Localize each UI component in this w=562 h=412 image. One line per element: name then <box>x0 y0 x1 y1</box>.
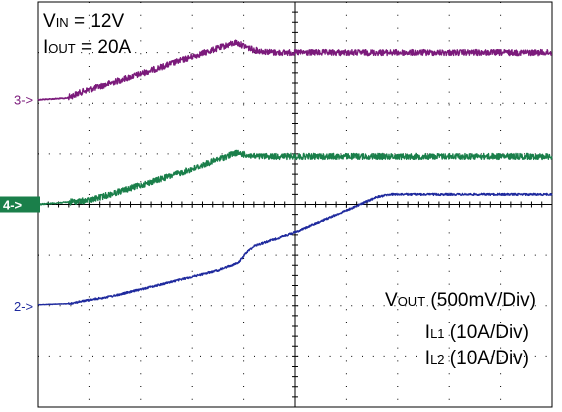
channel-marker-bg <box>0 196 40 213</box>
traces <box>37 39 553 306</box>
channel-markers: 3-> 4-> 2-> <box>0 93 40 314</box>
vin-annotation: VIN = 12V <box>43 11 125 32</box>
il1-scale-label: IL1 (10A/Div) <box>424 322 529 343</box>
channel-marker-label: 2-> <box>14 299 33 314</box>
channel-marker-label: 3-> <box>14 93 33 108</box>
il2-scale-label: IL2 (10A/Div) <box>424 348 529 369</box>
iout-annotation: IOUT = 20A <box>43 37 132 58</box>
channel-marker-label: 4-> <box>3 198 23 213</box>
trace-3 <box>37 192 553 306</box>
vout-scale-label: VOUT (500mV/Div) <box>385 290 536 311</box>
trace-1 <box>37 39 553 101</box>
trace-2 <box>37 149 553 206</box>
graticule <box>37 1 553 408</box>
